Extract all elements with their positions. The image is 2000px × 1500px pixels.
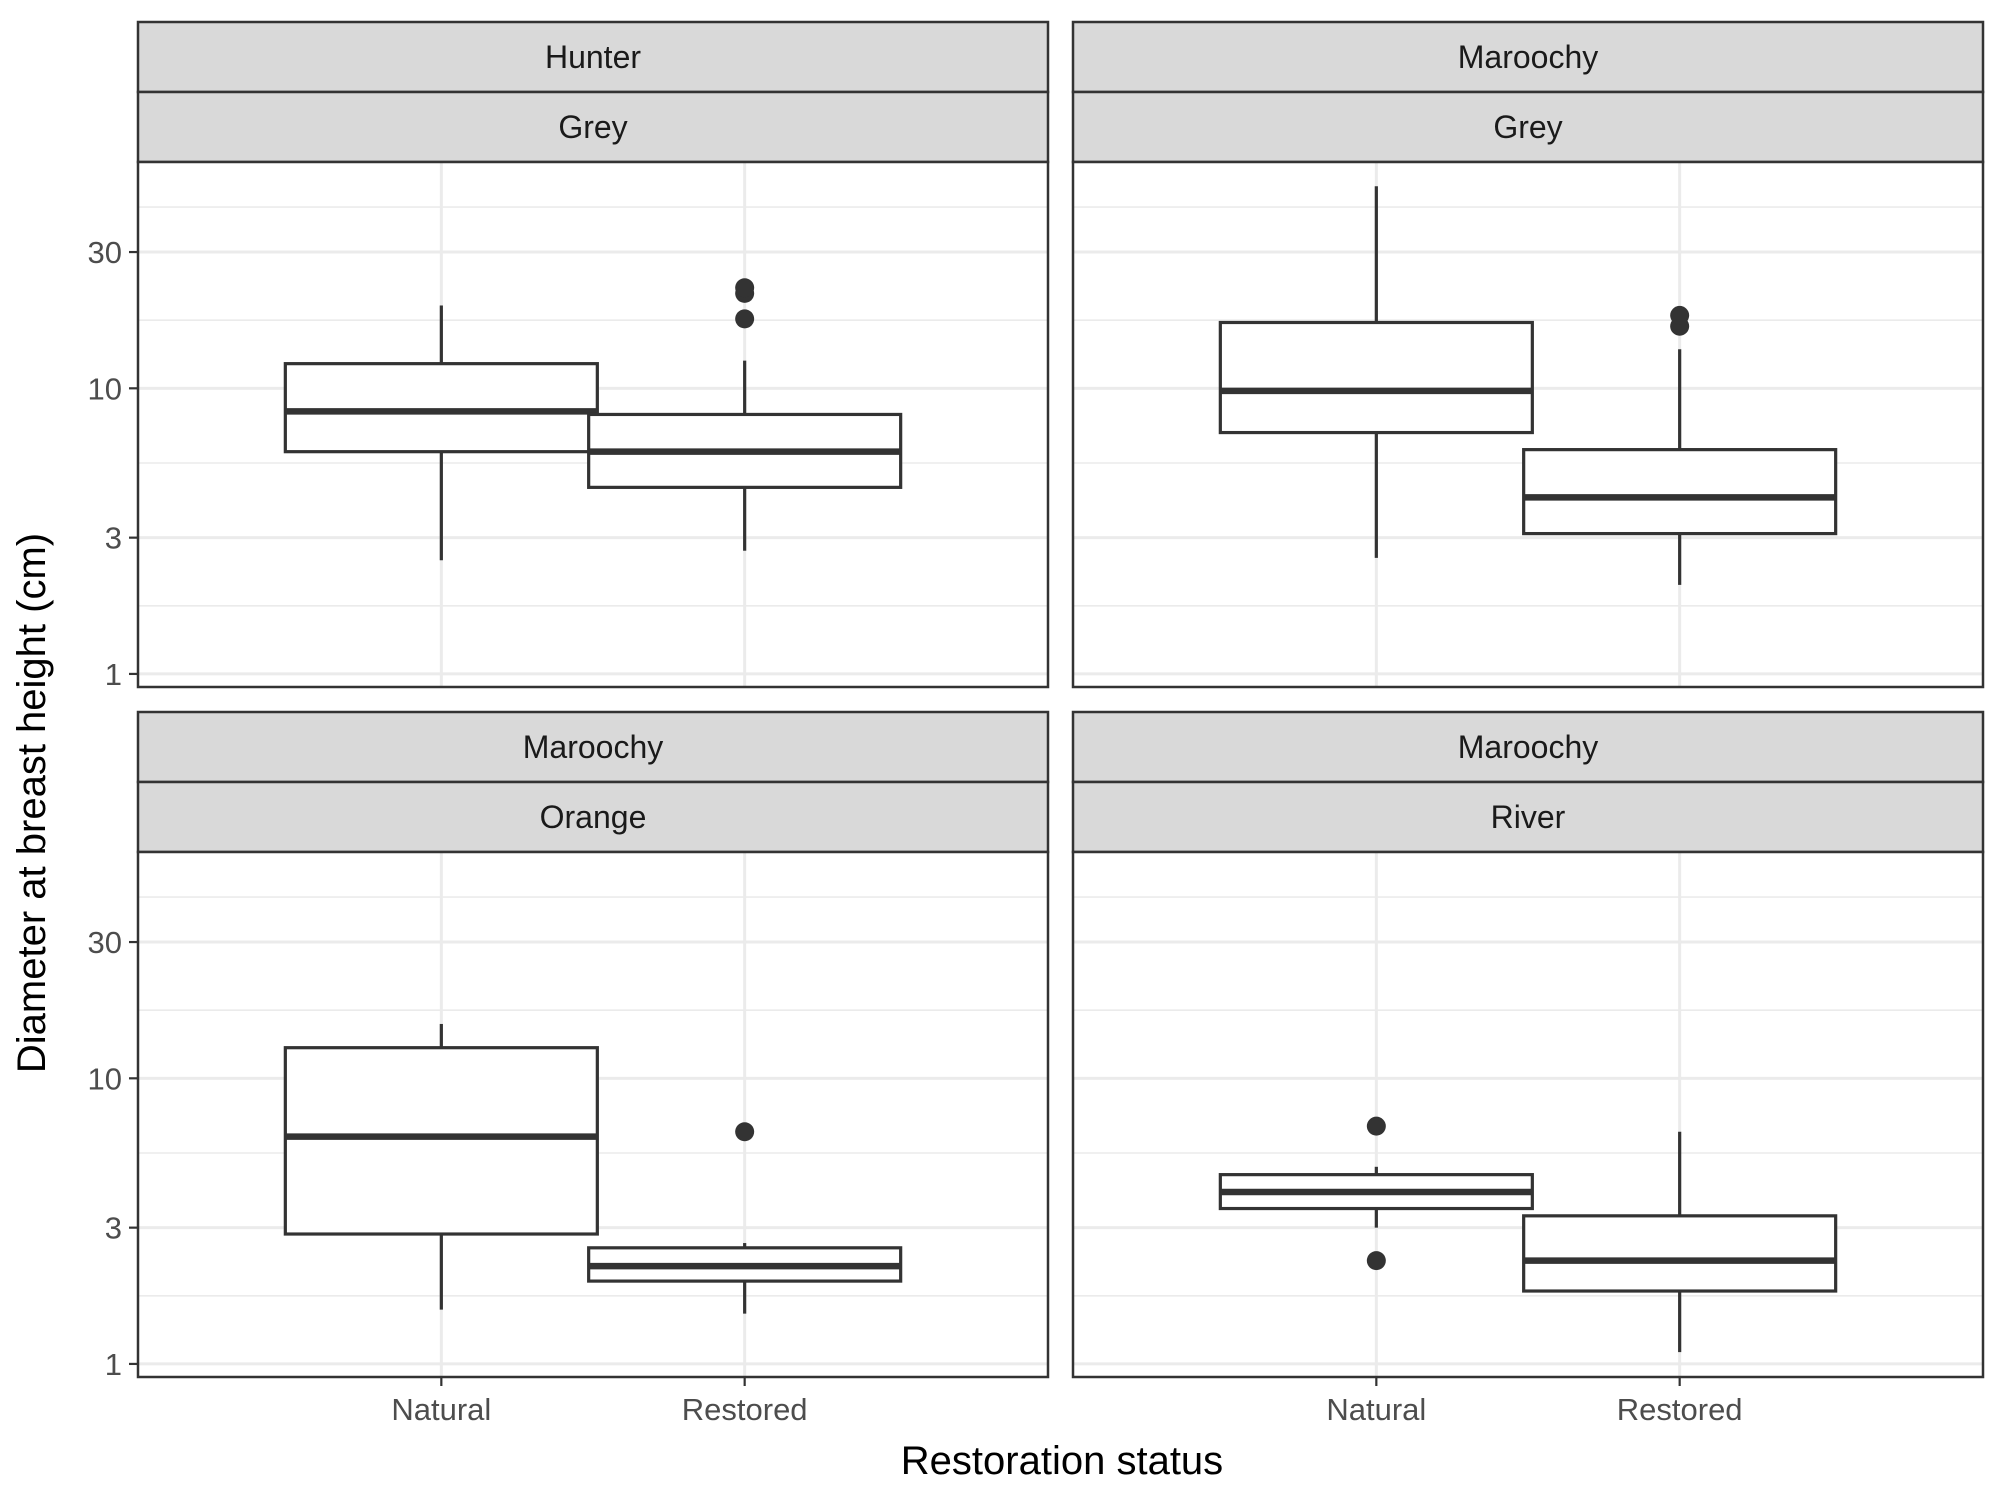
facet-strip-top-label: Hunter [545, 39, 641, 75]
facet-panel: Maroochy Orange 1 3 10 30 Natural Restored [88, 710, 1050, 1427]
panel-border [136, 850, 1050, 1379]
panel-border [1071, 850, 1985, 1379]
facet-strip-bottom-label: River [1491, 799, 1566, 835]
x-tick-label: Natural [1326, 1392, 1426, 1427]
panel-border [1071, 160, 1985, 689]
box-outlier-point [735, 309, 755, 329]
facet-strip-bottom [136, 780, 1050, 854]
y-tick-label: 1 [105, 657, 122, 692]
facet-strip-top [136, 20, 1050, 94]
panel-border [136, 160, 1050, 689]
y-tick-label: 3 [105, 521, 122, 556]
box-outlier-point [1366, 1116, 1386, 1136]
y-tick-label: 1 [105, 1347, 122, 1382]
y-tick-label: 30 [88, 235, 122, 270]
box-iqr [1522, 448, 1838, 536]
y-axis-title: Diameter at breast height (cm) [10, 533, 54, 1073]
box-iqr [283, 1046, 599, 1236]
box [587, 278, 903, 551]
box-iqr [1218, 320, 1534, 435]
y-tick-label: 10 [88, 1061, 122, 1096]
box [283, 305, 599, 561]
x-tick-label: Natural [391, 1392, 491, 1427]
y-tick-label: 30 [88, 925, 122, 960]
facet-strip-top [1071, 20, 1985, 94]
x-tick-label: Restored [682, 1392, 808, 1427]
facet-strip-bottom-label: Grey [558, 109, 627, 145]
facet-strip-bottom [1071, 780, 1985, 854]
box [587, 1122, 903, 1314]
x-axis-title: Restoration status [901, 1439, 1223, 1483]
box-outlier-point [1670, 305, 1690, 325]
facet-strip-top [1071, 710, 1985, 784]
facet-strip-bottom [136, 90, 1050, 164]
facet-strip-bottom-label: Grey [1493, 109, 1562, 145]
facet-strip-bottom-label: Orange [540, 799, 647, 835]
facet-strip-top-label: Maroochy [523, 729, 664, 765]
box-outlier-point [735, 1122, 755, 1142]
y-tick-label: 10 [88, 371, 122, 406]
box-outlier-point [735, 278, 755, 298]
facet-panel: Maroochy Grey [1071, 20, 1985, 689]
box-outlier-point [1366, 1251, 1386, 1271]
box [1218, 1116, 1534, 1271]
box [1522, 1131, 1838, 1353]
panel-background [1073, 852, 1983, 1377]
box-iqr [1522, 1214, 1838, 1293]
box [283, 1023, 599, 1310]
x-tick-label: Restored [1617, 1392, 1743, 1427]
facet-panel: Maroochy River Natural Restored [1071, 710, 1985, 1427]
y-tick-label: 3 [105, 1211, 122, 1246]
box-iqr [283, 362, 599, 454]
facet-strip-top-label: Maroochy [1458, 729, 1599, 765]
box [1218, 186, 1534, 558]
box [1522, 305, 1838, 585]
facet-panel: Hunter Grey 1 3 10 30 [88, 20, 1050, 692]
facet-strip-bottom [1071, 90, 1985, 164]
facet-strip-top-label: Maroochy [1458, 39, 1599, 75]
